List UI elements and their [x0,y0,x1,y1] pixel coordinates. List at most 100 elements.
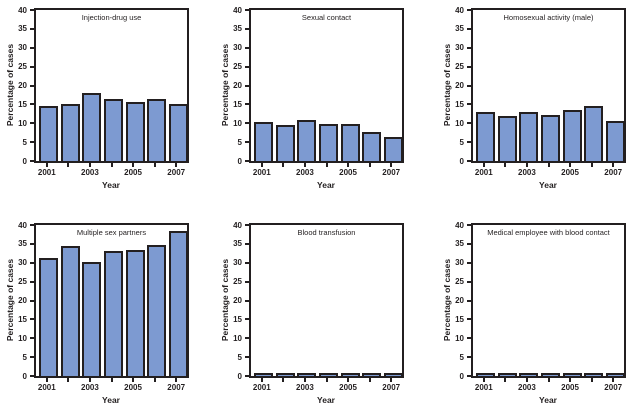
y-tick-mark [467,242,471,245]
x-tick-label: 2001 [474,168,493,177]
x-tick-mark [525,378,528,382]
x-tick-mark [175,163,178,167]
y-tick-mark [30,299,34,302]
y-tick-mark [467,299,471,302]
y-tick-label: 25 [233,277,242,287]
y-tick-label: 20 [233,296,242,305]
bar-2006 [584,105,604,161]
y-tick-label: 20 [18,296,27,305]
y-tick-label: 35 [233,239,242,249]
y-tick-label: 20 [455,296,464,305]
x-tick-mark [390,378,393,382]
bar-2001 [39,257,59,376]
y-tick-mark [245,280,249,283]
x-tick-mark [569,378,572,382]
x-tick-label: 2005 [339,383,357,392]
y-tick-mark [467,27,471,30]
x-tick-label: 2007 [604,168,623,177]
bar-2003 [519,111,539,161]
y-tick-mark [245,337,249,340]
bar-2003 [519,373,539,376]
x-tick-label: 2007 [167,383,186,392]
y-tick-label: 30 [18,43,27,53]
y-tick-label: 40 [455,220,464,230]
y-tick-label: 25 [18,62,27,72]
y-tick-mark [467,65,471,68]
x-tick-mark [282,378,285,382]
plot-area: Injection-drug use 40 35 30 25 20 15 10 5 0 2001 2… [18,6,189,177]
y-tick-mark [30,337,34,340]
chart-panel-injection-drug-use: Percentage of cases Injection-drug use 4… [0,0,215,202]
x-tick-label: 2001 [37,168,56,177]
x-tick-mark [260,163,263,167]
bar-2002 [275,125,295,161]
x-tick-label: 2001 [252,383,271,392]
bar-2006 [147,245,167,376]
x-tick-mark [303,378,306,382]
y-tick-label: 20 [233,81,242,90]
bar-2005 [125,101,145,161]
y-tick-mark [245,160,249,162]
bar-2002 [60,104,80,161]
x-tick-mark [612,163,615,167]
plot-area: Sexual contact 40 35 30 25 20 15 10 5 0 2001 2003 2… [233,6,404,177]
y-tick-label: 30 [18,258,27,268]
x-tick-mark [390,163,393,167]
y-tick-mark [30,375,34,377]
y-tick-label: 30 [455,43,464,53]
x-tick-mark [325,163,328,167]
x-tick-label: 2005 [124,168,142,177]
y-tick-label: 0 [459,156,464,166]
x-axis-title: Year [317,180,335,190]
y-tick-mark [30,280,34,283]
y-tick-mark [467,46,471,49]
y-tick-mark [467,141,471,144]
x-tick-mark [132,163,135,167]
bar-2004 [104,99,123,161]
x-axis-title: Year [539,180,557,190]
x-tick-mark [347,378,350,382]
y-tick-label: 25 [233,62,242,72]
y-tick-label: 10 [455,118,464,128]
x-tick-mark [282,163,285,167]
x-tick-mark [132,378,135,382]
y-tick-mark [467,375,471,377]
chart-title: Homosexual activity (male) [503,13,594,22]
y-tick-label: 30 [233,258,242,268]
y-tick-label: 0 [22,371,27,381]
y-tick-mark [30,65,34,68]
x-tick-label: 2003 [296,168,314,177]
y-tick-mark [245,141,249,144]
y-tick-mark [245,356,249,359]
chart-title: Injection-drug use [81,13,142,22]
y-tick-mark [467,337,471,340]
y-tick-label: 40 [233,5,242,15]
y-tick-label: 15 [455,314,464,324]
x-tick-mark [482,378,485,382]
bar-2001 [476,372,496,376]
bar-2006 [362,131,382,161]
plot-area: Homosexual activity (male) 40 35 30 25 20 15 1… [455,6,626,177]
y-tick-mark [30,261,34,264]
y-tick-mark [245,84,249,87]
bar-2006 [362,372,382,376]
bar-2002 [275,373,295,376]
x-tick-mark [504,163,507,167]
bar-2006 [147,98,167,161]
x-tick-mark [482,163,485,167]
y-tick-label: 35 [233,24,242,34]
y-tick-label: 25 [455,62,464,72]
y-tick-label: 10 [18,118,27,128]
y-tick-mark [467,224,471,226]
bar-2007 [168,104,188,161]
bar-2003 [297,373,317,376]
x-tick-mark [67,163,70,167]
y-tick-mark [30,318,34,321]
chart-panel-medical-employee-blood-contact: Percentage of cases Medical employee wit… [437,202,641,405]
bar-2004 [541,114,560,161]
y-tick-mark [30,27,34,30]
y-tick-label: 0 [237,156,242,166]
y-tick-label: 5 [237,352,242,362]
bar-2007 [383,136,403,161]
